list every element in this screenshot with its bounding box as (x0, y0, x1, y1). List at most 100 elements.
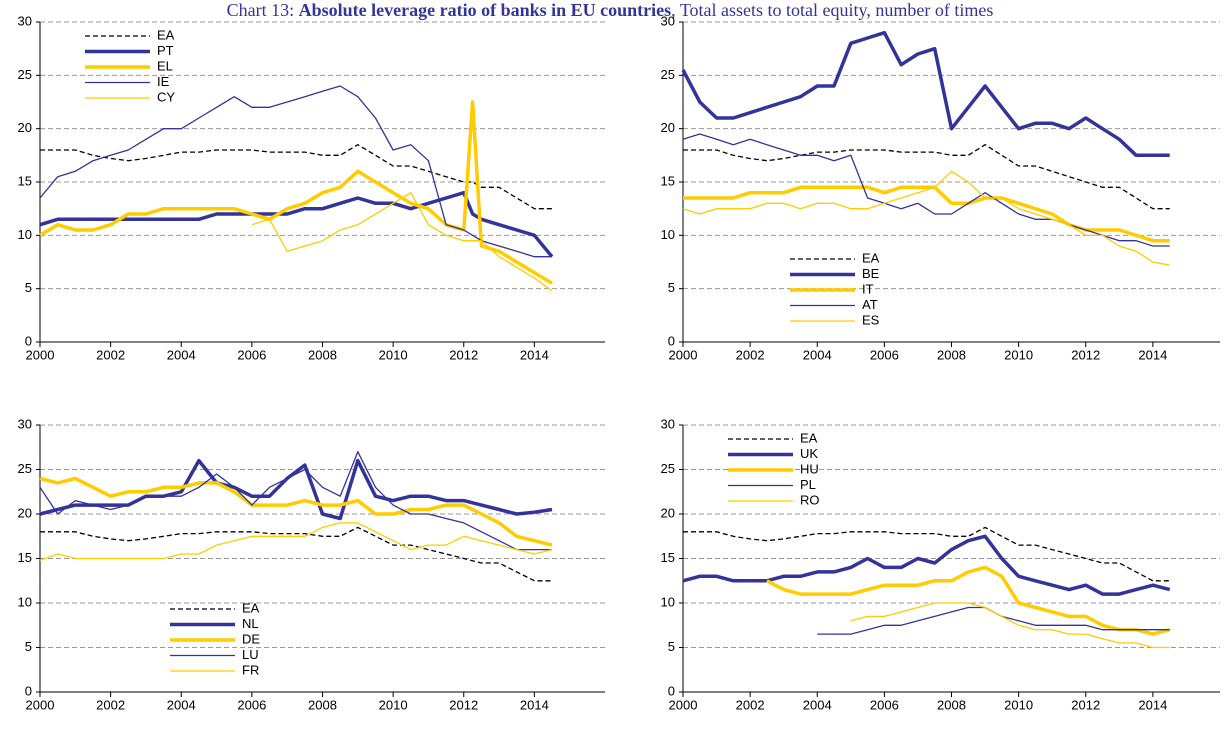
series-line (39, 85, 552, 258)
y-tick-label: 10 (661, 227, 675, 242)
x-tick-label: 2010 (379, 697, 408, 712)
y-tick-label: 20 (661, 505, 675, 520)
legend-label: EA (800, 430, 818, 445)
title-line: Chart 13: Absolute leverage ratio of ban… (227, 0, 994, 20)
x-tick-label: 2002 (96, 347, 125, 362)
y-tick-label: 25 (18, 461, 32, 476)
y-tick-label: 15 (18, 550, 32, 565)
y-tick-label: 30 (661, 416, 675, 431)
legend-label: LU (242, 647, 259, 662)
y-tick-label: 0 (25, 333, 32, 348)
x-tick-label: 2004 (803, 347, 832, 362)
legend-label: UK (800, 446, 818, 461)
legend-label: AT (862, 297, 878, 312)
series-line (683, 185, 1170, 243)
y-tick-label: 0 (668, 683, 675, 698)
series-line (682, 534, 1171, 596)
x-tick-label: 2014 (520, 697, 549, 712)
series-line (39, 451, 552, 551)
series-line (682, 133, 1170, 247)
y-tick-label: 5 (25, 280, 32, 295)
legend-label: PL (800, 477, 816, 492)
chart-subtitle: , Total assets to total equity, number o… (671, 0, 993, 20)
series-line (681, 30, 1170, 158)
x-tick-label: 2012 (449, 347, 478, 362)
x-tick-label: 2006 (870, 347, 899, 362)
legend-label: EA (242, 600, 260, 615)
y-tick-label: 10 (18, 227, 32, 242)
x-tick-label: 2012 (1071, 347, 1100, 362)
legend-label: EA (157, 27, 175, 42)
x-tick-label: 2010 (379, 347, 408, 362)
y-tick-label: 30 (661, 13, 675, 28)
legend-label: EL (157, 58, 173, 73)
y-tick-label: 0 (668, 333, 675, 348)
y-tick-label: 5 (668, 639, 675, 654)
series-line (683, 144, 1170, 210)
x-tick-label: 2008 (308, 347, 337, 362)
legend-label: HU (800, 461, 819, 476)
series-line (39, 100, 553, 285)
y-tick-label: 5 (668, 280, 675, 295)
series-line (39, 476, 553, 547)
y-tick-label: 25 (661, 461, 675, 476)
legend-label: PT (157, 43, 174, 58)
legend-label: RO (800, 492, 820, 507)
legend-label: EA (862, 250, 880, 265)
title-prefix: Chart 13: (227, 0, 295, 20)
series-line (850, 602, 1170, 649)
x-tick-label: 2012 (1071, 697, 1100, 712)
x-tick-label: 2004 (167, 697, 196, 712)
x-tick-label: 2004 (803, 697, 832, 712)
legend-label: BE (862, 266, 880, 281)
y-tick-label: 15 (661, 550, 675, 565)
x-tick-label: 2000 (669, 347, 698, 362)
x-tick-label: 2008 (937, 697, 966, 712)
legend-label: IT (862, 281, 874, 296)
legend-label: CY (157, 89, 175, 104)
series-line (766, 565, 1171, 636)
series-line (39, 190, 554, 258)
x-tick-label: 2010 (1004, 697, 1033, 712)
y-tick-label: 20 (18, 505, 32, 520)
legend-label: IE (157, 74, 170, 89)
series-line (40, 526, 552, 582)
y-tick-label: 10 (18, 594, 32, 609)
y-tick-label: 10 (661, 594, 675, 609)
y-tick-label: 25 (18, 67, 32, 82)
series-line (39, 522, 553, 561)
x-tick-label: 2002 (736, 347, 765, 362)
x-tick-label: 2008 (937, 347, 966, 362)
x-tick-label: 2002 (96, 697, 125, 712)
chart-title: Absolute leverage ratio of banks in EU c… (299, 0, 672, 20)
y-tick-label: 30 (18, 416, 32, 431)
x-tick-label: 2010 (1004, 347, 1033, 362)
x-tick-label: 2014 (1138, 347, 1167, 362)
y-tick-label: 25 (661, 67, 675, 82)
legend-label: NL (242, 616, 259, 631)
x-tick-label: 2006 (237, 347, 266, 362)
y-tick-label: 20 (661, 120, 675, 135)
legend-label: DE (242, 631, 260, 646)
legend-label: ES (862, 312, 880, 327)
y-tick-label: 0 (25, 683, 32, 698)
x-tick-label: 2000 (669, 697, 698, 712)
series-line (251, 192, 553, 292)
legend-label: FR (242, 662, 259, 677)
x-tick-label: 2014 (1138, 697, 1167, 712)
x-tick-label: 2002 (736, 697, 765, 712)
y-tick-label: 15 (18, 173, 32, 188)
x-tick-label: 2000 (26, 347, 55, 362)
y-tick-label: 30 (18, 13, 32, 28)
x-tick-label: 2000 (26, 697, 55, 712)
x-tick-label: 2014 (520, 347, 549, 362)
x-tick-label: 2012 (449, 697, 478, 712)
series-line (682, 170, 1170, 266)
series-line (39, 458, 553, 521)
y-tick-label: 15 (661, 173, 675, 188)
x-tick-label: 2006 (237, 697, 266, 712)
series-line (40, 144, 552, 210)
x-tick-label: 2008 (308, 697, 337, 712)
y-tick-label: 5 (25, 639, 32, 654)
